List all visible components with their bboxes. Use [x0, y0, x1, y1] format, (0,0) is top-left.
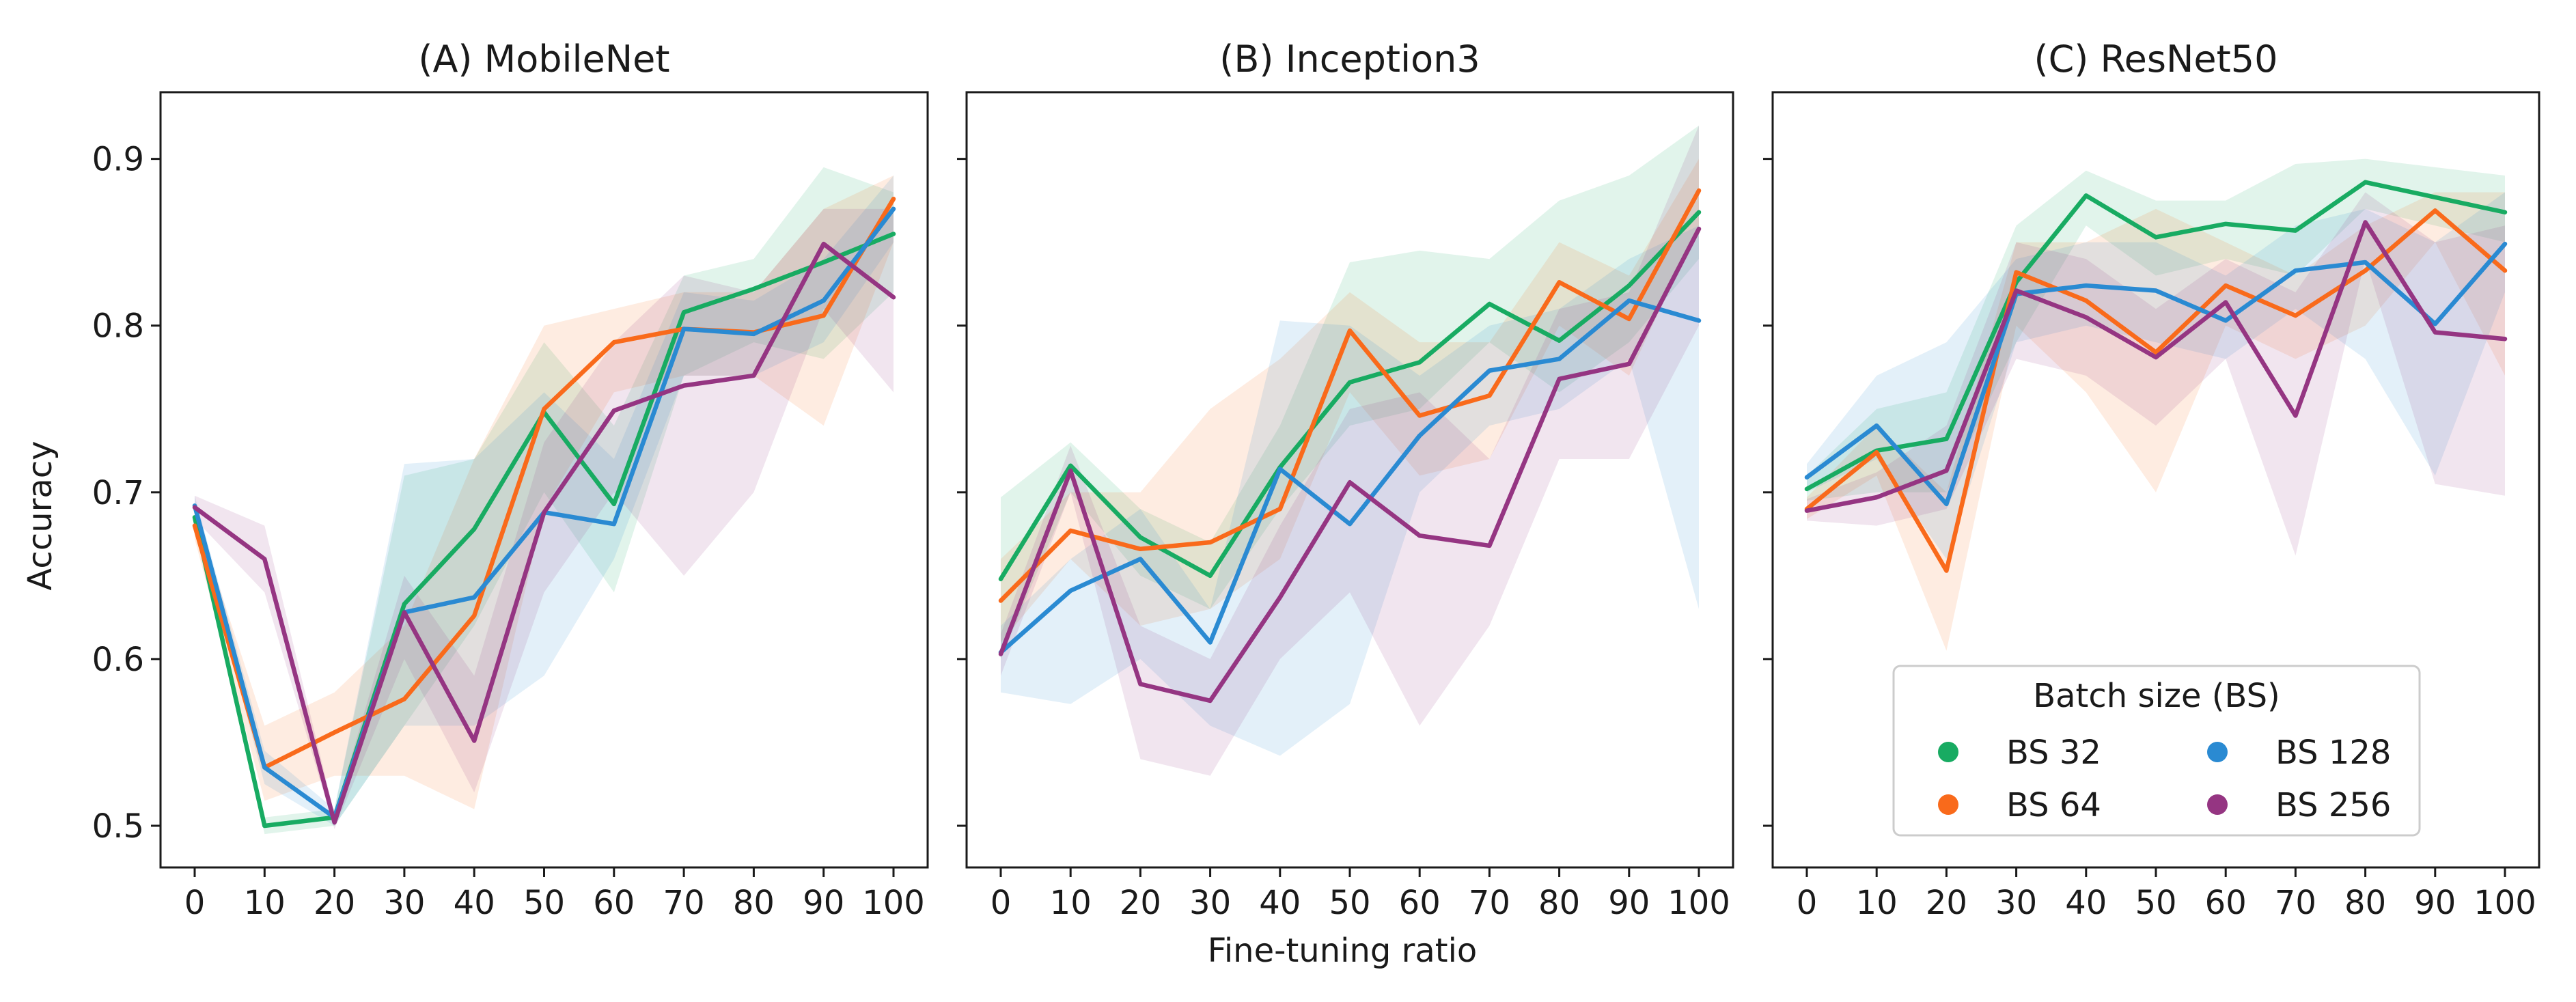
series-line-bs-64	[192, 196, 896, 770]
x-tick-label: 0	[1797, 884, 1818, 922]
panel-2: (B) Inception3 0 10 20 30 40 50 60 70 80 90 100	[957, 38, 1734, 922]
band-bs-64	[1807, 192, 2505, 651]
x-tick-label: 100	[1667, 884, 1730, 922]
legend-box	[1892, 665, 2421, 837]
legend-marker-bs-128	[2207, 742, 2228, 762]
x-tick-label: 70	[1469, 884, 1510, 922]
x-tick-label: 10	[244, 884, 286, 922]
legend-label: BS 64	[2006, 786, 2101, 824]
x-tick-label: 60	[593, 884, 635, 922]
x-tick-label: 10	[1856, 884, 1898, 922]
legend-title: Batch size (BS)	[2033, 677, 2280, 715]
band-bs-128	[195, 176, 894, 826]
x-tick-label: 90	[2414, 884, 2456, 922]
x-tick-label: 10	[1050, 884, 1092, 922]
y-tick-label: 0.5	[92, 807, 144, 846]
band-bs-64	[195, 176, 894, 809]
x-tick-label: 50	[523, 884, 565, 922]
x-tick-label: 90	[1608, 884, 1650, 922]
y-tick-label: 0.6	[92, 641, 144, 679]
panel-1: (A) MobileNet 0 10 20 30 40 50 60 70 80 90 100 0.5 0.…	[92, 38, 929, 922]
series-line-bs-32	[1804, 180, 2508, 492]
series-line-bs-256	[192, 241, 896, 825]
x-tick-label: 80	[733, 884, 775, 922]
panel-title: (C) ResNet50	[2034, 38, 2278, 81]
x-tick-label: 70	[663, 884, 705, 922]
band-bs-256	[1807, 192, 2505, 556]
legend-label: BS 128	[2275, 734, 2391, 772]
x-tick-label: 90	[803, 884, 844, 922]
panel-title: (B) Inception3	[1219, 38, 1480, 81]
legend-marker-bs-64	[1938, 794, 1958, 815]
band-bs-256	[1001, 125, 1699, 776]
panel-title: (A) MobileNet	[418, 38, 669, 81]
band-bs-128	[1001, 225, 1699, 756]
x-tick-label: 50	[2135, 884, 2176, 922]
x-tick-label: 20	[314, 884, 355, 922]
legend-label: BS 256	[2275, 786, 2391, 824]
x-tick-label: 60	[1399, 884, 1441, 922]
x-tick-label: 30	[1995, 884, 2037, 922]
x-tick-label: 80	[1538, 884, 1580, 922]
y-tick-label: 0.9	[92, 141, 144, 179]
band-bs-64	[1001, 158, 1699, 643]
x-tick-label: 40	[2065, 884, 2107, 922]
band-bs-128	[1807, 192, 2505, 559]
legend-marker-bs-32	[1938, 742, 1958, 762]
x-axis-label: Fine-tuning ratio	[1208, 932, 1478, 970]
x-tick-label: 80	[2344, 884, 2386, 922]
y-tick-label: 0.7	[92, 474, 144, 512]
series-line-bs-64	[1804, 208, 2508, 573]
x-tick-label: 100	[2474, 884, 2536, 922]
series-line-bs-128	[998, 298, 1702, 655]
x-tick-label: 0	[991, 884, 1012, 922]
x-tick-label: 50	[1329, 884, 1370, 922]
y-tick-label: 0.8	[92, 307, 144, 346]
x-tick-label: 100	[862, 884, 925, 922]
x-tick-label: 30	[1189, 884, 1231, 922]
series-line-bs-256	[1804, 220, 2508, 513]
legend: Batch size (BS) BS 32 BS 128 BS 64 BS 256	[1892, 665, 2421, 837]
x-tick-label: 40	[454, 884, 495, 922]
x-tick-label: 0	[184, 884, 206, 922]
x-tick-label: 70	[2275, 884, 2316, 922]
x-tick-label: 30	[383, 884, 425, 922]
series-line-bs-64	[998, 188, 1702, 603]
x-tick-label: 20	[1120, 884, 1161, 922]
band-bs-32	[195, 167, 894, 835]
legend-marker-bs-256	[2207, 794, 2228, 815]
plot-area	[967, 92, 1733, 867]
x-tick-label: 40	[1259, 884, 1301, 922]
y-axis-label: Accuracy	[21, 441, 59, 590]
x-tick-label: 20	[1926, 884, 1967, 922]
series-line-bs-32	[998, 210, 1702, 581]
plot-area	[161, 92, 928, 867]
legend-label: BS 32	[2006, 734, 2101, 772]
band-bs-32	[1001, 125, 1699, 659]
series-line-bs-256	[998, 226, 1702, 704]
x-tick-label: 60	[2205, 884, 2247, 922]
